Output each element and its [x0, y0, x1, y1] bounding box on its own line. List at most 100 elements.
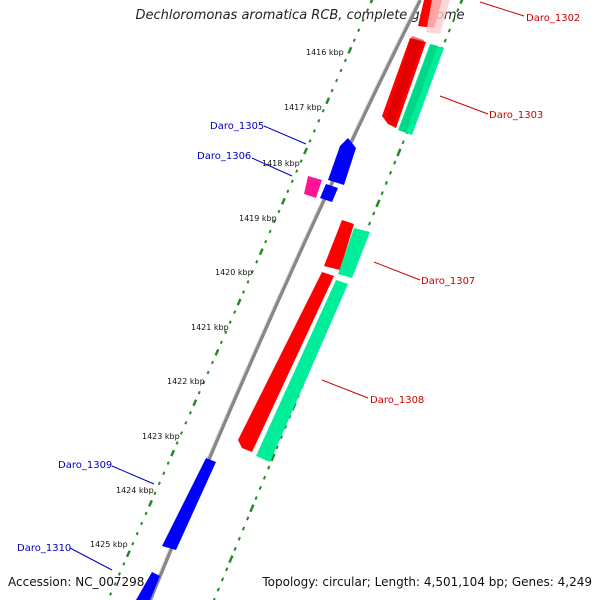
tick-mark [113, 582, 117, 586]
tick-mark [388, 170, 393, 175]
gene-label-daro-1305[interactable]: Daro_1305 [210, 121, 264, 132]
gene-label-daro-1303[interactable]: Daro_1303 [489, 110, 543, 121]
tick-mark [153, 491, 157, 496]
gene-label-daro-1306[interactable]: Daro_1306 [197, 151, 251, 162]
tick-mark [125, 550, 131, 558]
tick-mark [267, 465, 271, 470]
tick-mark [295, 169, 299, 173]
tick-mark [140, 521, 144, 526]
gene-label-daro-1308[interactable]: Daro_1308 [370, 395, 424, 406]
tick-mark [246, 280, 250, 284]
tick-mark [443, 38, 447, 43]
tick-mark [233, 546, 237, 551]
tick-mark [286, 189, 290, 194]
tick-mark [258, 485, 262, 490]
tick-mark [275, 445, 279, 450]
tick-mark [246, 516, 250, 521]
tick-mark [343, 58, 347, 63]
tick-mark [361, 18, 365, 22]
tick-mark [144, 511, 148, 516]
tick-label: 1420 kbp [215, 268, 253, 277]
tick-mark [375, 199, 381, 208]
tick-mark [236, 298, 242, 306]
tick-mark [131, 541, 135, 546]
tick-track-inner [109, 0, 374, 596]
feature-daro-1308[interactable] [238, 272, 348, 462]
feature-daro-1306[interactable] [304, 176, 338, 202]
tick-label: 1425 kbp [90, 540, 128, 549]
feature-daro-1307[interactable] [324, 220, 370, 278]
tick-mark [135, 531, 139, 536]
leader-lines [69, 1, 525, 571]
tick-mark [188, 411, 192, 415]
tick-mark [233, 310, 237, 314]
tick-mark [367, 221, 372, 226]
tick-mark [220, 577, 225, 582]
tick-mark [237, 536, 241, 541]
tick-mark [277, 209, 281, 214]
tick-mark [197, 390, 201, 395]
tick-mark [270, 453, 276, 462]
tick-label: 1416 kbp [306, 48, 344, 57]
gene-label-daro-1310[interactable]: Daro_1310 [17, 543, 71, 554]
tick-mark [262, 475, 267, 480]
tick-mark [308, 139, 312, 143]
tick-mark [325, 97, 331, 105]
tick-mark [339, 68, 343, 73]
tick-mark [192, 399, 198, 407]
tick-mark [122, 562, 126, 566]
tick-mark [369, 0, 374, 4]
tick-mark [396, 148, 402, 157]
gene-label-daro-1302[interactable]: Daro_1302 [526, 13, 580, 24]
tick-mark [109, 592, 113, 596]
tick-mark [312, 129, 316, 133]
tick-mark [157, 481, 161, 486]
tick-mark [250, 270, 254, 274]
tick-mark [447, 28, 452, 33]
tick-mark [330, 88, 334, 93]
tick-label: 1424 kbp [116, 486, 154, 495]
tick-mark [210, 360, 215, 365]
tick-mark [254, 496, 258, 501]
tick-mark [255, 260, 259, 264]
accession-label: Accession: NC_007298 [8, 575, 145, 589]
tick-mark [380, 191, 384, 196]
tick-label: 1419 kbp [239, 214, 277, 223]
tick-mark [321, 108, 325, 113]
tick-label: 1418 kbp [262, 159, 300, 168]
tick-mark [241, 526, 246, 531]
tick-mark [170, 449, 176, 457]
tick-mark [280, 197, 286, 205]
tick-mark [206, 370, 210, 375]
tick-mark [179, 431, 184, 435]
feature-daro-1305[interactable] [328, 138, 356, 185]
tick-mark [166, 461, 170, 465]
tick-mark [224, 330, 228, 335]
tick-mark [228, 555, 234, 564]
tick-mark [225, 567, 229, 572]
feature-daro-1309[interactable] [162, 458, 216, 550]
gene-label-daro-1307[interactable]: Daro_1307 [421, 276, 475, 287]
feature-daro-1302[interactable] [418, 0, 450, 34]
gene-label-daro-1309[interactable]: Daro_1309 [58, 460, 112, 471]
tick-mark [258, 248, 264, 256]
tick-mark [162, 471, 166, 475]
tick-mark [347, 46, 353, 54]
tick-mark [366, 8, 370, 12]
tick-mark [219, 340, 223, 345]
tick-label: 1423 kbp [142, 432, 180, 441]
feature-daro-1303[interactable] [382, 36, 444, 135]
tick-mark [384, 181, 388, 185]
tick-mark [216, 587, 220, 592]
tick-mark [317, 119, 321, 123]
tick-mark [372, 211, 376, 216]
feature-daro-1310[interactable] [136, 572, 160, 600]
tick-mark [303, 147, 309, 155]
tick-mark [175, 441, 179, 445]
tick-mark [401, 140, 405, 145]
tick-mark [202, 380, 206, 385]
tick-mark [264, 239, 268, 244]
tick-mark [283, 424, 288, 429]
